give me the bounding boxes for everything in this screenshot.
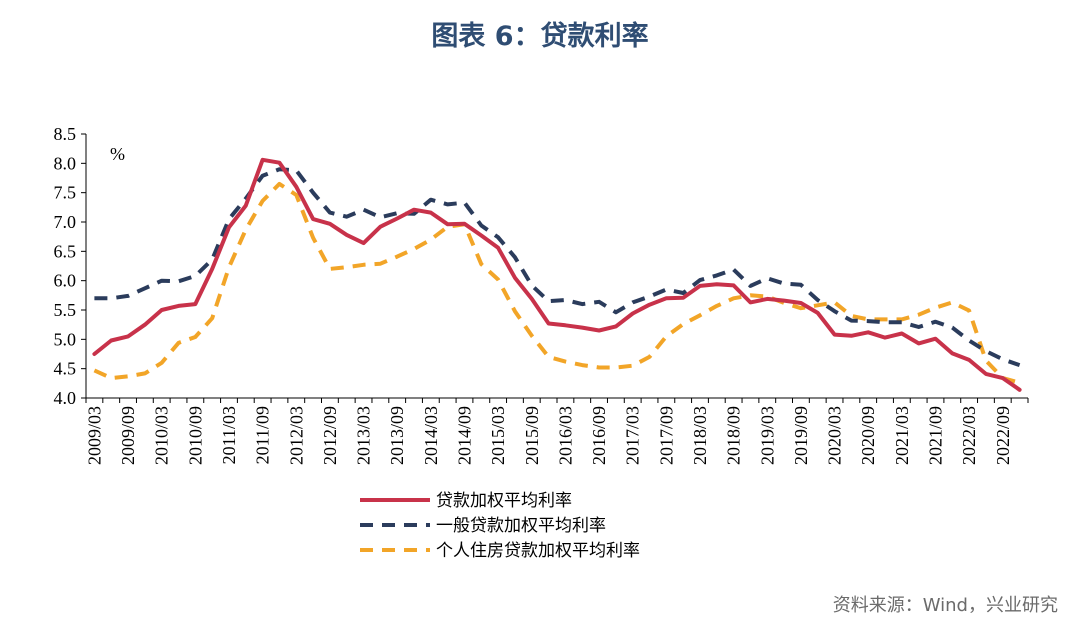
x-tick-label: 2014/09	[454, 406, 474, 465]
x-tick-label: 2013/03	[354, 406, 374, 465]
y-tick-label: 8.5	[54, 124, 77, 144]
x-tick-label: 2022/03	[959, 406, 979, 465]
y-tick-label: 7.0	[54, 212, 77, 232]
y-tick-label: 4.5	[54, 359, 77, 379]
x-tick-label: 2009/03	[84, 406, 104, 465]
x-tick-label: 2010/09	[185, 406, 205, 465]
series-line-0	[92, 157, 1022, 392]
x-tick-label: 2017/09	[656, 406, 676, 465]
x-tick-label: 2018/09	[724, 406, 744, 465]
series-line-2	[93, 181, 1021, 385]
legend-label-0: 贷款加权平均利率	[436, 491, 572, 511]
x-tick-label: 2021/03	[892, 406, 912, 465]
x-tick-label: 2021/09	[925, 406, 945, 465]
y-tick-label: 6.5	[54, 241, 77, 261]
x-tick-label: 2013/09	[387, 406, 407, 465]
x-tick-label: 2019/03	[757, 406, 777, 465]
x-tick-label: 2011/03	[219, 406, 239, 464]
x-tick-label: 2012/09	[320, 406, 340, 465]
x-tick-label: 2014/03	[421, 406, 441, 465]
x-tick-label: 2012/03	[286, 406, 306, 465]
y-tick-label: 7.5	[54, 183, 77, 203]
y-tick-label: 5.5	[54, 300, 77, 320]
x-tick-label: 2018/03	[690, 406, 710, 465]
series-lines	[92, 157, 1022, 392]
x-tick-label: 2019/09	[791, 406, 811, 465]
x-tick-label: 2016/09	[589, 406, 609, 465]
x-tick-label: 2020/09	[858, 406, 878, 465]
chart-title: 图表 6：贷款利率	[431, 21, 649, 52]
x-axis-ticks: 2009/03 2009/09 2010/03 2010/09 2011/03 2011/…	[84, 398, 1029, 465]
y-axis-ticks: 4.0 4.5 5.0 5.5 6.0 6.5 7.0 7.5 8.0 8.5	[54, 124, 86, 408]
x-tick-label: 2017/03	[623, 406, 643, 465]
x-tick-label: 2016/03	[555, 406, 575, 465]
x-tick-label: 2022/09	[993, 406, 1013, 465]
x-tick-label: 2020/03	[825, 406, 845, 465]
legend-label-2: 个人住房贷款加权平均利率	[436, 541, 640, 561]
y-tick-label: 6.0	[54, 271, 77, 291]
y-tick-label: 5.0	[54, 329, 77, 349]
y-tick-label: 4.0	[54, 388, 77, 408]
x-tick-label: 2011/09	[253, 406, 273, 464]
x-tick-label: 2010/03	[152, 406, 172, 465]
x-tick-label: 2015/03	[488, 406, 508, 465]
x-tick-label: 2015/09	[522, 406, 542, 465]
source-note: 资料来源：Wind，兴业研究	[832, 595, 1058, 616]
legend-label-1: 一般贷款加权平均利率	[436, 516, 606, 536]
unit-label: %	[110, 144, 125, 164]
x-tick-label: 2009/09	[118, 406, 138, 465]
y-tick-label: 8.0	[54, 153, 77, 173]
